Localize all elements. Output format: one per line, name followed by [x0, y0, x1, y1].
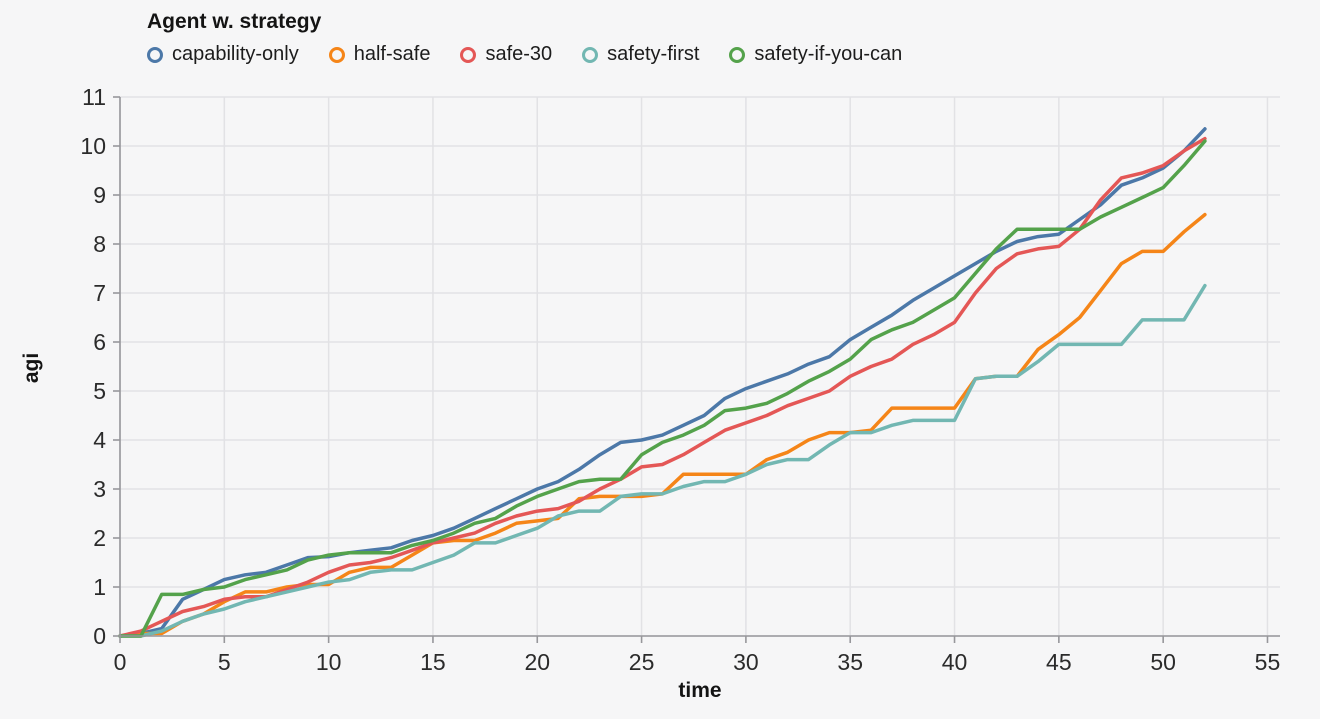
y-tick-label: 5: [93, 378, 106, 404]
open-circle-icon: [460, 46, 477, 63]
series-line-capability-only: [118, 127, 1207, 638]
y-tick-label: 3: [93, 476, 106, 502]
y-tick-label: 8: [93, 231, 106, 257]
y-tick-label: 9: [93, 182, 106, 208]
y-tick-label: 6: [93, 329, 106, 355]
open-circle-icon: [147, 46, 163, 63]
x-tick-label: 45: [1046, 649, 1072, 675]
x-tick-label: 35: [837, 649, 863, 675]
y-tick-label: 10: [80, 133, 106, 159]
x-tick-label: 25: [629, 649, 655, 675]
legend-item-safety-if-you-can: safety-if-you-can: [729, 43, 902, 66]
x-tick-label: 15: [420, 649, 446, 675]
legend-label: half-safe: [353, 43, 431, 65]
y-axis-title: agi: [20, 353, 43, 383]
legend-items: capability-only half-safe safe-30 safety-fi…: [147, 43, 902, 66]
y-tick-label: 11: [82, 84, 106, 110]
legend-item-safe-30: safe-30: [460, 43, 552, 66]
x-tick-label: 0: [114, 649, 127, 675]
x-tick-label: 30: [733, 649, 759, 675]
legend: Agent w. strategy capability-only half-sa…: [147, 10, 902, 66]
y-tick-label: 1: [93, 574, 106, 600]
x-tick-label: 5: [218, 649, 231, 675]
open-circle-icon: [729, 46, 746, 63]
legend-title: Agent w. strategy: [147, 10, 322, 33]
x-tick-label: 50: [1150, 649, 1176, 675]
legend-item-capability-only: capability-only: [147, 43, 299, 66]
series-line-safe-30: [118, 136, 1207, 638]
x-axis-title: time: [678, 679, 721, 702]
open-circle-icon: [328, 46, 345, 63]
x-tick-label: 40: [942, 649, 968, 675]
series-line-safety-if-you-can: [118, 139, 1207, 638]
legend-item-half-safe: half-safe: [328, 43, 431, 66]
x-tick-label: 55: [1255, 649, 1281, 675]
y-tick-label: 0: [93, 623, 106, 649]
legend-item-safety-first: safety-first: [582, 43, 699, 66]
y-tick-label: 7: [93, 280, 106, 306]
y-tick-label: 2: [93, 525, 106, 551]
series-line-safety-first: [118, 283, 1207, 638]
open-circle-icon: [582, 46, 599, 63]
legend-label: safety-if-you-can: [754, 43, 903, 65]
x-tick-label: 10: [316, 649, 342, 675]
y-tick-label: 4: [93, 427, 106, 453]
series-line-half-safe: [118, 212, 1207, 638]
legend-label: capability-only: [172, 43, 299, 65]
x-tick-label: 20: [524, 649, 550, 675]
legend-label: safe-30: [485, 43, 553, 65]
legend-label: safety-first: [607, 43, 700, 65]
